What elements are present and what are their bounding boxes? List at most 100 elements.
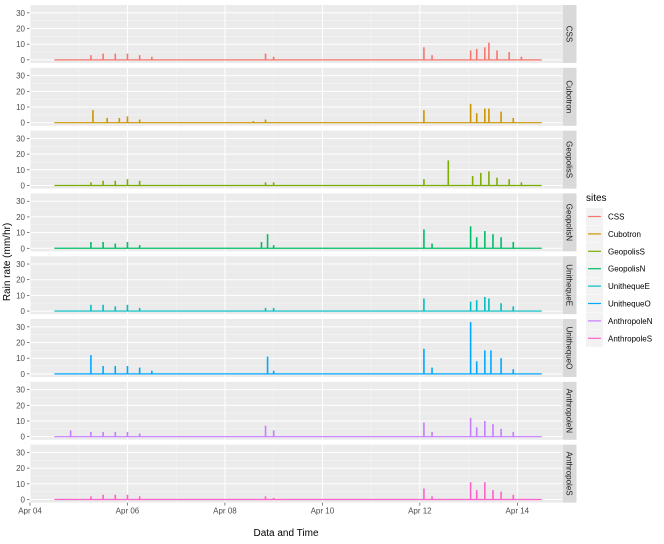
y-tick-label: 20 xyxy=(16,213,25,222)
facet-panel: 0 10 20 30 GeopolisN xyxy=(16,193,577,253)
rain-spike xyxy=(479,172,482,186)
y-tick-label: 20 xyxy=(16,150,25,159)
rain-spike xyxy=(423,47,425,60)
facet-strip-label: CSS xyxy=(565,26,574,42)
x-axis-title: Data and Time xyxy=(253,528,318,539)
x-axis: Apr 04 Apr 06 Apr 08 Apr 10 Apr 12 Apr 14 xyxy=(18,502,530,516)
rain-spike xyxy=(138,55,141,60)
rain-spike xyxy=(484,350,486,374)
facet-strip-label: AnthropoleN xyxy=(565,389,574,434)
rain-spike xyxy=(138,367,141,374)
rain-spike xyxy=(138,433,141,437)
rain-spike xyxy=(431,243,433,249)
rain-spike xyxy=(431,431,433,437)
rain-spike xyxy=(512,431,515,437)
y-tick-label: 20 xyxy=(16,401,25,410)
rain-spike xyxy=(114,53,117,60)
facet-panel: 0 10 20 30 CSS xyxy=(16,5,577,65)
panel-background xyxy=(30,256,562,315)
rain-spike xyxy=(423,179,425,186)
rain-spike xyxy=(102,53,104,60)
y-tick-label: 0 xyxy=(21,370,26,379)
panel-background xyxy=(30,319,562,377)
rain-spike xyxy=(431,55,433,60)
facet-strip-label: UnithequeO xyxy=(565,327,574,370)
rain-spike xyxy=(492,490,494,500)
x-tick-label: Apr 08 xyxy=(213,507,237,516)
rain-spike xyxy=(431,496,433,500)
rain-spike xyxy=(423,110,425,123)
rain-spike xyxy=(151,370,153,374)
rain-spike xyxy=(92,110,94,123)
rain-spike xyxy=(447,160,450,186)
y-tick-label: 20 xyxy=(16,87,25,96)
legend-label: Cubotron xyxy=(608,230,641,239)
y-tick-label: 10 xyxy=(16,40,25,49)
rain-spike xyxy=(102,241,104,249)
rain-spike xyxy=(114,366,117,374)
facet-strip xyxy=(562,256,577,315)
rain-spike xyxy=(260,241,263,249)
rain-spike xyxy=(471,176,474,186)
y-tick-label: 30 xyxy=(16,386,25,395)
y-tick-label: 0 xyxy=(21,495,26,504)
legend-item: Cubotron xyxy=(586,225,641,243)
rain-spike xyxy=(508,52,511,60)
rain-spike xyxy=(492,234,494,249)
legend-label: GeopolisS xyxy=(608,247,645,256)
rain-spike xyxy=(475,48,478,60)
y-tick-label: 0 xyxy=(21,307,26,316)
rain-spike xyxy=(469,417,472,437)
rain-spike xyxy=(484,296,486,312)
rain-spike xyxy=(469,301,472,312)
rain-spike xyxy=(151,56,153,60)
rain-spike xyxy=(272,497,275,500)
rain-spike xyxy=(496,177,498,186)
rain-spike xyxy=(264,307,267,312)
rain-spike xyxy=(520,56,523,60)
rain-spike xyxy=(264,119,267,123)
rain-spike xyxy=(423,298,425,312)
y-axis-title: Rain rate (mm/hr) xyxy=(2,223,13,301)
rain-spike xyxy=(469,50,472,60)
rain-spike xyxy=(475,237,478,249)
rain-spike xyxy=(475,427,478,437)
y-tick-label: 30 xyxy=(16,323,25,332)
facet-strip xyxy=(562,381,577,440)
rain-spike xyxy=(102,180,104,186)
y-tick-label: 10 xyxy=(16,417,25,426)
rain-spike xyxy=(500,428,502,437)
y-tick-label: 20 xyxy=(16,25,25,34)
panel-background xyxy=(30,193,562,252)
rain-spike xyxy=(90,182,92,186)
y-tick-label: 30 xyxy=(16,197,25,206)
y-tick-label: 20 xyxy=(16,339,25,348)
facet-strip-label: GeopolisS xyxy=(565,141,574,178)
rain-spike xyxy=(138,119,141,123)
rain-spike xyxy=(102,431,104,437)
rain-spike xyxy=(90,304,92,312)
y-tick-label: 0 xyxy=(21,244,26,253)
y-tick-label: 10 xyxy=(16,166,25,175)
y-tick-label: 10 xyxy=(16,291,25,300)
facet-strip xyxy=(562,67,577,126)
rain-spike xyxy=(264,53,267,60)
panel-background xyxy=(30,444,562,503)
rain-spike xyxy=(138,307,141,312)
y-tick-label: 30 xyxy=(16,72,25,81)
y-tick-label: 30 xyxy=(16,260,25,269)
rain-spike xyxy=(488,108,490,123)
rain-spike xyxy=(431,367,433,374)
y-tick-label: 10 xyxy=(16,480,25,489)
rain-spike xyxy=(496,50,498,60)
y-tick-label: 10 xyxy=(16,229,25,238)
rain-spike xyxy=(106,117,108,123)
y-tick-label: 30 xyxy=(16,448,25,457)
rain-spike xyxy=(488,171,490,186)
rain-spike xyxy=(492,424,494,437)
x-tick-label: Apr 12 xyxy=(408,507,432,516)
rain-spike xyxy=(114,180,117,186)
legend-item: UnithequeO xyxy=(586,295,651,312)
rain-spike xyxy=(512,241,515,249)
facet-strip-label: GeopolisN xyxy=(565,204,574,242)
